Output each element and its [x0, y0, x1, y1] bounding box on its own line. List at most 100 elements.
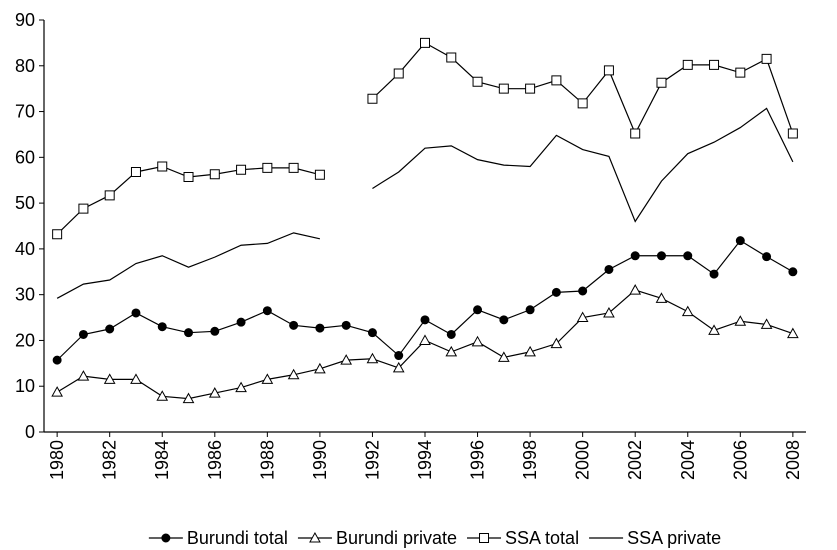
x-tick-label: 1996 — [468, 440, 488, 480]
point — [366, 352, 379, 364]
point — [236, 164, 247, 175]
series-line — [372, 107, 794, 223]
point — [603, 65, 614, 76]
point — [603, 306, 615, 318]
point — [393, 68, 404, 79]
point — [550, 337, 563, 349]
point — [656, 77, 667, 88]
x-tick-label: 2002 — [625, 440, 645, 480]
point — [473, 305, 483, 315]
point — [340, 354, 353, 365]
point — [184, 328, 194, 338]
point — [261, 373, 274, 384]
point — [77, 370, 90, 381]
point — [51, 386, 63, 397]
y-tick-label: 50 — [15, 193, 35, 213]
point — [314, 362, 326, 374]
x-tick-label: 1984 — [152, 440, 172, 480]
point — [104, 190, 115, 201]
point — [576, 311, 589, 323]
point — [683, 251, 693, 261]
point — [760, 318, 773, 329]
point — [525, 305, 535, 315]
point — [629, 284, 642, 295]
point — [630, 128, 641, 139]
point — [209, 169, 220, 180]
point — [183, 172, 194, 183]
point — [287, 368, 300, 380]
y-tick-label: 60 — [15, 147, 35, 167]
point — [156, 390, 169, 401]
y-tick-label: 10 — [15, 376, 35, 396]
legend-marker — [309, 531, 321, 543]
point — [157, 161, 168, 172]
point — [314, 169, 325, 180]
point — [289, 320, 299, 330]
x-tick-label: 1980 — [47, 440, 67, 480]
point — [551, 287, 561, 297]
point — [262, 162, 273, 173]
point — [420, 315, 430, 325]
point — [655, 292, 668, 303]
point — [157, 322, 167, 332]
y-tick-label: 40 — [15, 239, 35, 259]
x-tick-label: 1994 — [415, 440, 435, 480]
point — [497, 351, 510, 362]
point — [131, 308, 141, 318]
x-tick-label: 1990 — [310, 440, 330, 480]
point — [735, 67, 746, 78]
point — [761, 53, 772, 64]
legend-marker — [479, 533, 490, 543]
point — [78, 203, 89, 214]
y-tick-label: 70 — [15, 102, 35, 122]
point — [392, 361, 405, 373]
point — [577, 98, 588, 109]
point — [734, 315, 747, 326]
x-tick-label: 2004 — [678, 440, 698, 480]
point — [551, 75, 562, 86]
point — [709, 59, 720, 70]
point — [498, 83, 509, 94]
point — [262, 306, 272, 316]
point — [52, 229, 63, 240]
y-tick-label: 30 — [15, 285, 35, 305]
point — [210, 326, 220, 336]
point — [787, 128, 798, 139]
x-tick-label: 1998 — [520, 440, 540, 480]
point — [420, 37, 430, 48]
point — [367, 93, 378, 104]
series-line — [372, 42, 794, 135]
x-tick-label: 1986 — [205, 440, 225, 480]
x-tick-label: 2008 — [783, 440, 803, 480]
point — [682, 59, 693, 70]
point — [708, 324, 720, 335]
x-tick-label: 1982 — [100, 440, 120, 480]
point — [656, 251, 666, 261]
point — [735, 236, 745, 246]
x-tick-label: 2000 — [573, 440, 593, 480]
legend-label: Burundi total — [187, 528, 288, 548]
point — [78, 329, 88, 339]
point — [499, 315, 509, 325]
point — [762, 252, 772, 262]
point — [236, 317, 246, 327]
point — [788, 267, 798, 277]
point — [394, 351, 404, 361]
legend-label: SSA private — [627, 528, 721, 548]
legend-label: SSA total — [505, 528, 579, 548]
point — [52, 355, 62, 365]
x-tick-label: 2006 — [730, 440, 750, 480]
point — [130, 166, 141, 177]
point — [709, 269, 719, 279]
point — [105, 324, 115, 334]
point — [315, 323, 325, 333]
legend-marker — [161, 533, 171, 543]
y-tick-label: 20 — [15, 330, 35, 350]
point — [681, 305, 694, 317]
point — [578, 286, 588, 296]
point — [182, 392, 195, 404]
point — [446, 329, 456, 339]
y-tick-label: 0 — [25, 422, 35, 442]
point — [604, 264, 614, 274]
